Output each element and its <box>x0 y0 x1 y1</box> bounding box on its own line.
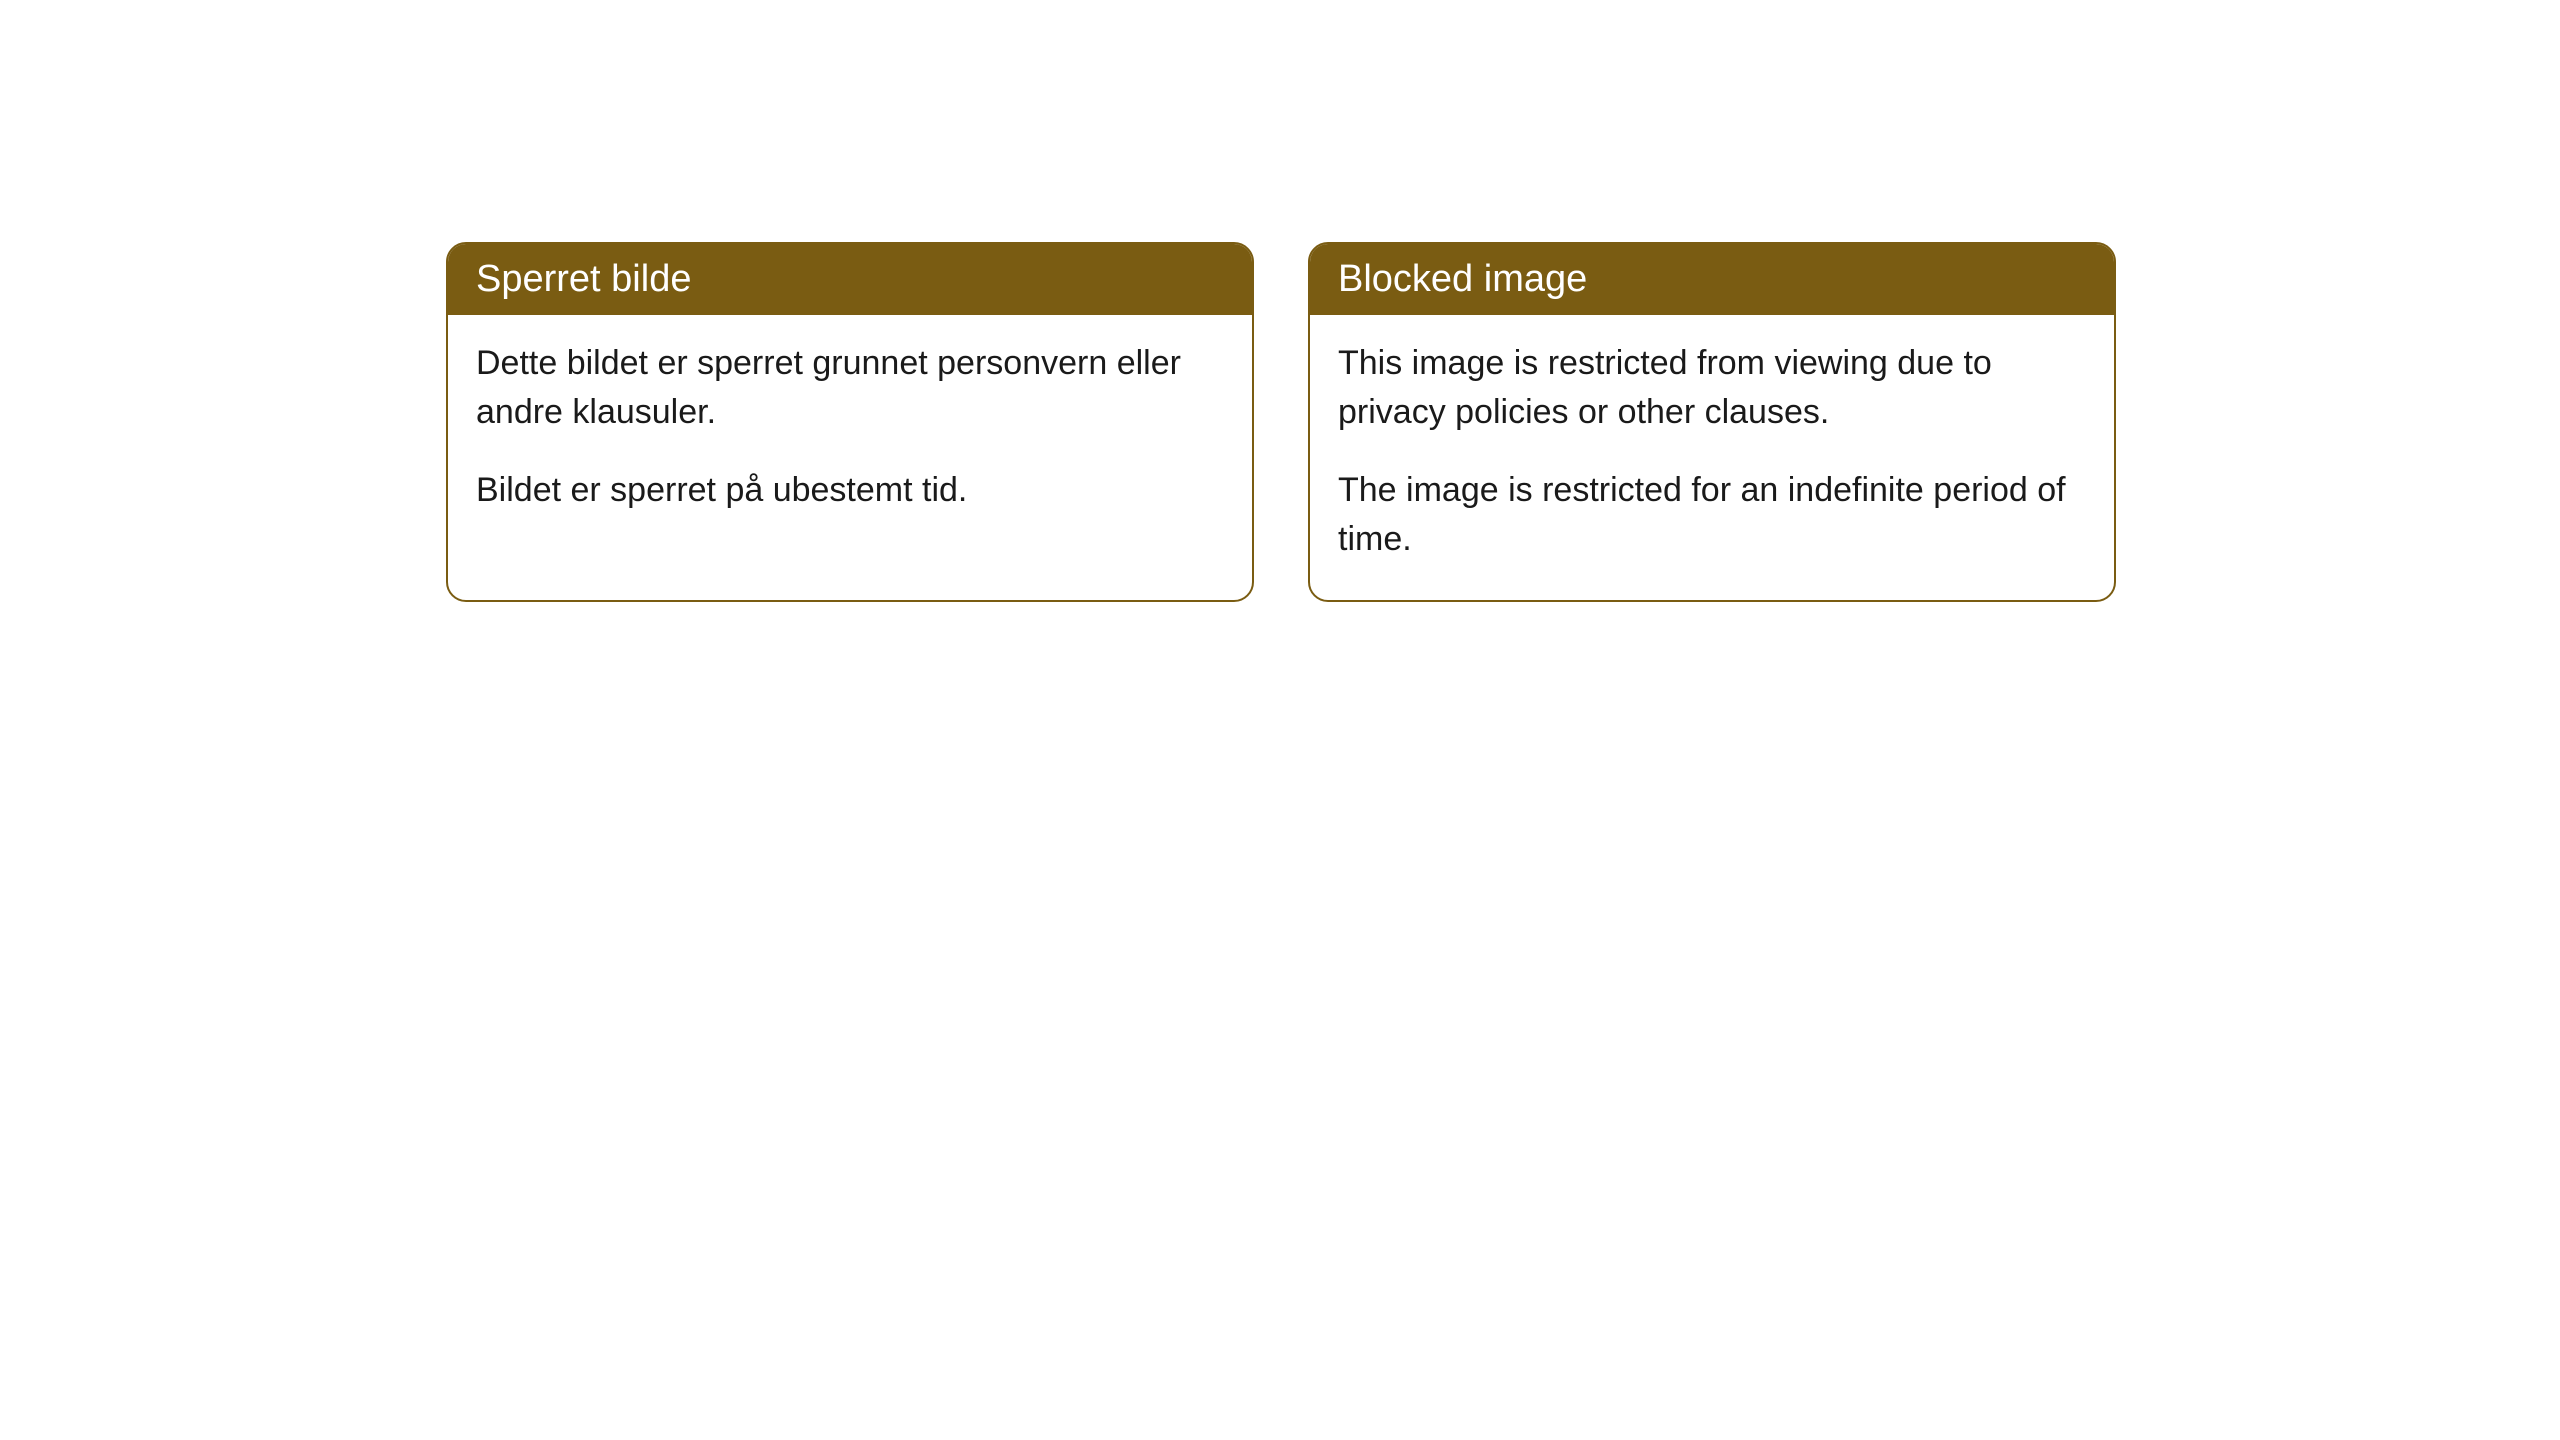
card-paragraph-1-norwegian: Dette bildet er sperret grunnet personve… <box>476 339 1224 438</box>
card-paragraph-1-english: This image is restricted from viewing du… <box>1338 339 2086 438</box>
card-english: Blocked image This image is restricted f… <box>1308 242 2116 602</box>
card-norwegian: Sperret bilde Dette bildet er sperret gr… <box>446 242 1254 602</box>
card-header-english: Blocked image <box>1310 244 2114 315</box>
card-paragraph-2-english: The image is restricted for an indefinit… <box>1338 466 2086 565</box>
card-body-norwegian: Dette bildet er sperret grunnet personve… <box>448 315 1252 551</box>
card-body-english: This image is restricted from viewing du… <box>1310 315 2114 600</box>
card-paragraph-2-norwegian: Bildet er sperret på ubestemt tid. <box>476 466 1224 515</box>
card-title-english: Blocked image <box>1338 258 1587 300</box>
cards-container: Sperret bilde Dette bildet er sperret gr… <box>0 0 2560 602</box>
card-title-norwegian: Sperret bilde <box>476 258 691 300</box>
card-header-norwegian: Sperret bilde <box>448 244 1252 315</box>
